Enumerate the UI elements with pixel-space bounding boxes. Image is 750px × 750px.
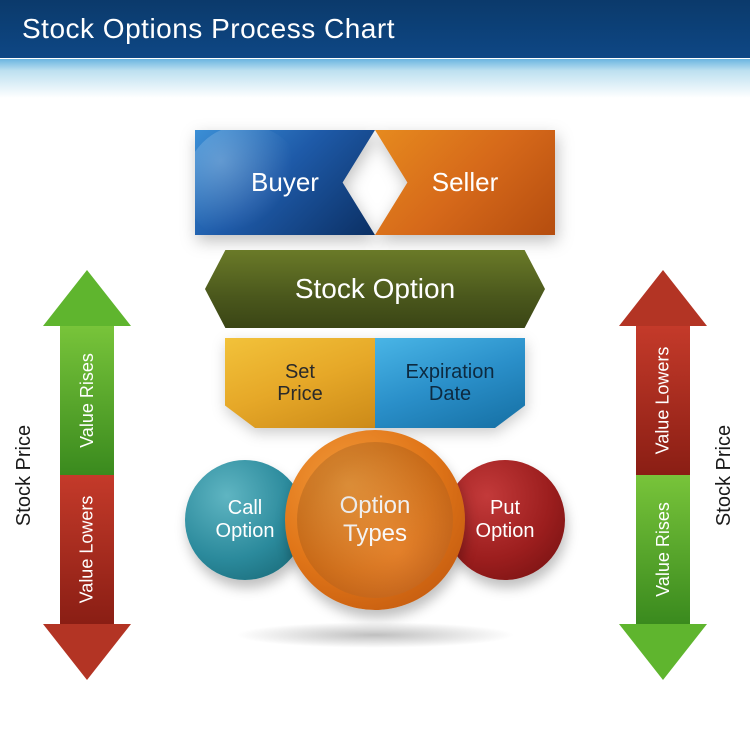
left-arrow-bottom-label: Value Lowers xyxy=(77,496,98,604)
stock-option-block: Stock Option xyxy=(205,250,545,328)
option-types-circle: OptionTypes xyxy=(285,430,465,610)
stock-price-label-right: Stock Price xyxy=(712,270,738,680)
right-arrow-top-label: Value Lowers xyxy=(653,347,674,455)
stock-price-label-left: Stock Price xyxy=(12,270,38,680)
right-arrow: Value Lowers Value Rises xyxy=(618,270,708,680)
expiration-date-block: ExpirationDate xyxy=(375,338,525,428)
seller-label: Seller xyxy=(432,167,498,198)
right-arrow-bottom: Value Rises xyxy=(636,475,690,624)
buyer-label: Buyer xyxy=(251,167,319,198)
circles-shadow xyxy=(235,622,515,648)
set-price-label: SetPrice xyxy=(277,361,323,405)
buyer-seller-row: Buyer Seller xyxy=(195,130,555,235)
option-circles: CallOption OptionTypes PutOption xyxy=(185,430,565,640)
right-arrow-bottom-label: Value Rises xyxy=(653,502,674,597)
arrow-up-icon xyxy=(43,270,131,326)
buyer-block: Buyer xyxy=(195,130,375,235)
left-arrow-body: Value Rises Value Lowers xyxy=(60,326,114,624)
arrow-down-icon xyxy=(619,624,707,680)
page-title: Stock Options Process Chart xyxy=(22,13,395,45)
left-arrow-bottom: Value Lowers xyxy=(60,475,114,624)
right-arrow-body: Value Lowers Value Rises xyxy=(636,326,690,624)
right-arrow-top: Value Lowers xyxy=(636,326,690,475)
stock-price-text-right: Stock Price xyxy=(714,424,737,525)
arrow-up-icon xyxy=(619,270,707,326)
option-types-label: OptionTypes xyxy=(340,492,411,548)
price-date-row: SetPrice ExpirationDate xyxy=(225,338,525,428)
header-gradient-band xyxy=(0,58,750,98)
call-option-label: CallOption xyxy=(216,497,275,543)
put-option-label: PutOption xyxy=(476,497,535,543)
left-arrow: Value Rises Value Lowers xyxy=(42,270,132,680)
expiration-date-label: ExpirationDate xyxy=(406,361,495,405)
stock-option-label: Stock Option xyxy=(295,273,455,305)
arrow-down-icon xyxy=(43,624,131,680)
stock-price-text-left: Stock Price xyxy=(14,424,37,525)
set-price-block: SetPrice xyxy=(225,338,375,428)
diagram-canvas: Buyer Seller Stock Option SetPrice Expir… xyxy=(0,100,750,745)
seller-block: Seller xyxy=(375,130,555,235)
header-bar: Stock Options Process Chart xyxy=(0,0,750,58)
left-arrow-top: Value Rises xyxy=(60,326,114,475)
left-arrow-top-label: Value Rises xyxy=(77,353,98,448)
